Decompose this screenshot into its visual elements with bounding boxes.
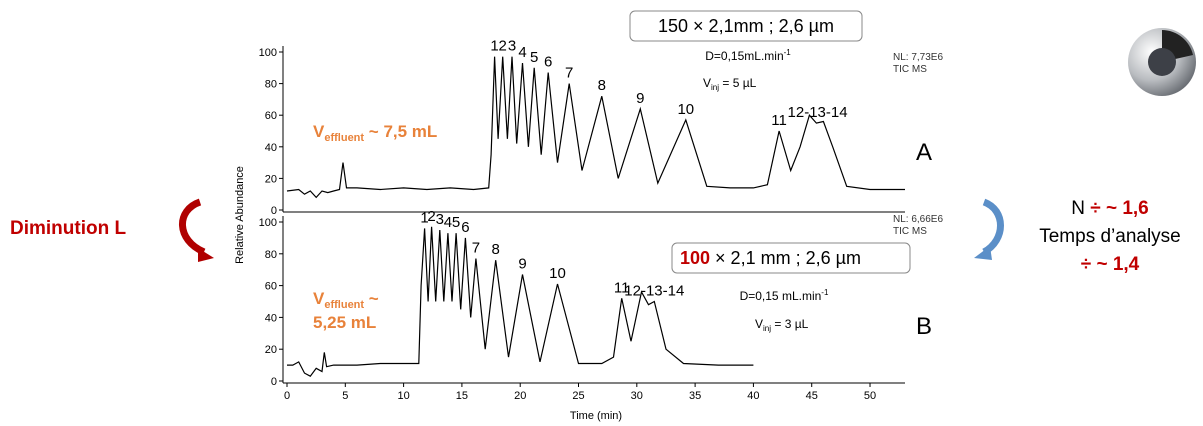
tic-a: TIC MS [893,64,927,75]
x-tick-label: 50 [864,390,876,402]
column-b: 100 × 2,1 mm ; 2,6 µm [680,248,861,268]
x-tick-label: 45 [806,390,818,402]
peak-label: 11 [771,112,787,129]
x-tick-label: 15 [456,390,468,402]
y-tick-label: 100 [259,217,277,229]
peak-label: 9 [518,255,526,272]
peak-label: 3 [436,211,444,228]
peak-label: 11 [614,279,630,296]
y-tick-label: 40 [265,142,277,154]
peak-label: 10 [549,265,566,282]
flow-b: D=0,15 mL.min-1 [740,288,829,303]
effluent-a: Veffluent ~ 7,5 mL [313,122,437,144]
column-a: 150 × 2,1mm ; 2,6 µm [658,16,834,36]
peak-label: 5 [530,49,538,66]
nl-b: NL: 6,66E6 [893,214,943,225]
x-tick-label: 35 [689,390,701,402]
y-tick-label: 40 [265,312,277,324]
time-factor: ÷ ~ 1,4 [1081,254,1140,275]
x-tick-label: 10 [397,390,409,402]
vinj-a: Vinj = 5 µL [703,76,757,92]
arrow [982,198,1004,256]
x-tick-label: 40 [747,390,759,402]
peak-label: 9 [636,90,644,107]
peak-label: 12-13-14 [788,104,848,121]
n-note: N ÷ ~ 1,6 [1071,198,1149,219]
effluent-b: Veffluent ~ [313,289,379,311]
trace [287,226,754,377]
column-box [671,242,911,274]
y-tick-label: 20 [265,173,277,185]
panel-letter: B [916,313,932,340]
y-tick-label: 0 [271,376,277,388]
peak-label: 7 [565,65,573,82]
arrow [179,198,206,256]
peak-label: 1 [420,209,428,226]
arrow-head [198,248,214,262]
tic-b: TIC MS [893,226,927,237]
y-tick-label: 60 [265,110,277,122]
x-tick-label: 25 [572,390,584,402]
effluent-b-line2: 5,25 mL [313,313,376,332]
peak-label: 4 [444,214,452,231]
x-tick-label: 20 [514,390,526,402]
particle-icon [1128,28,1196,96]
y-tick-label: 60 [265,281,277,293]
column-box [629,10,863,42]
arrow-head [974,246,992,260]
y-tick-label: 80 [265,249,277,261]
flow-a: D=0,15mL.min-1 [705,48,791,63]
peak-label: 10 [677,101,694,118]
peak-label: 8 [598,77,606,94]
peak-label: 8 [492,241,500,258]
peak-label: 7 [472,240,480,257]
peak-label: 2 [427,208,435,225]
peak-label: 5 [452,214,460,231]
y-tick-label: 80 [265,79,277,91]
x-tick-label: 5 [342,390,348,402]
vinj-b: Vinj = 3 µL [755,317,809,333]
peak-label: 4 [518,44,526,61]
y-tick-label: 20 [265,344,277,356]
y-tick-label: 100 [259,47,277,59]
peak-label: 6 [461,219,469,236]
peak-label: 12-13-14 [624,283,684,300]
x-axis-label: Time (min) [570,410,622,422]
peak-label: 2 [499,38,507,55]
peak-label: 3 [508,38,516,55]
trace [286,56,905,199]
nl-a: NL: 7,73E6 [893,52,943,63]
peak-label: 6 [544,54,552,71]
time-note: Temps d’analyse [1039,226,1181,247]
peak-label: 1 [490,38,498,55]
x-tick-label: 0 [284,390,290,402]
panel-letter: A [916,139,932,166]
left-note: Diminution L [10,218,126,239]
y-axis-label: Relative Abundance [234,166,246,264]
x-tick-label: 30 [631,390,643,402]
y-tick-label: 0 [271,205,277,217]
